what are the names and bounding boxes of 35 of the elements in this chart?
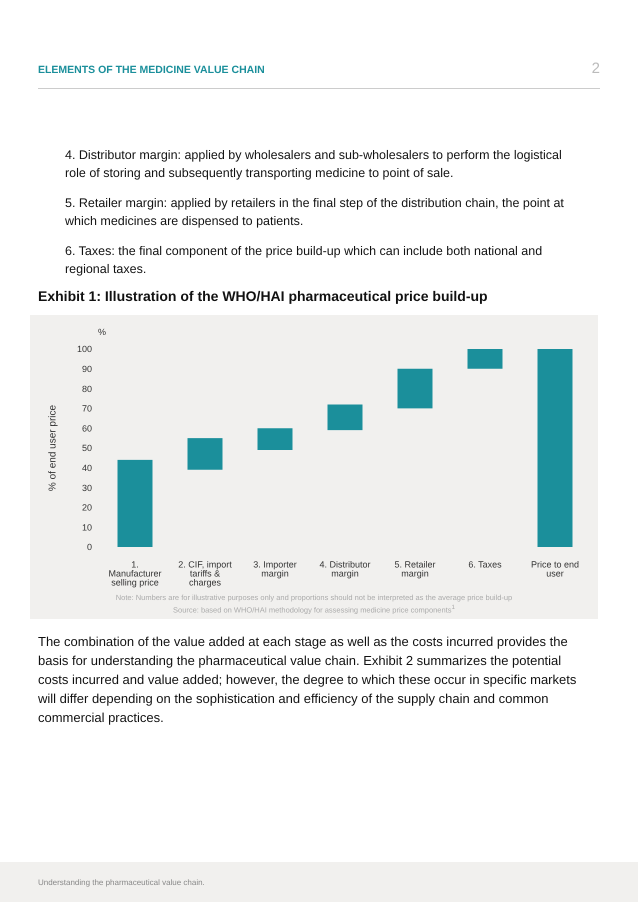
y-axis-title: % of end user price: [48, 404, 59, 492]
bar: [258, 428, 292, 450]
text: Understanding the pharmaceutical value chain.: [38, 878, 205, 887]
y-tick-label: 10: [82, 522, 92, 532]
text: 5. Retailer margin: applied by retailers in the final step of the distribution chain, the point at which medicines are dispensed to patients.: [65, 195, 565, 230]
x-tick-label: 1. Manufacturer selling price: [108, 559, 162, 588]
text: 2: [592, 60, 600, 77]
text: %: [98, 327, 106, 337]
y-tick-label: 0: [86, 542, 92, 552]
y-tick-label: 50: [82, 443, 92, 454]
x-tick-label: 4. Distributor margin: [319, 559, 371, 578]
text: ELEMENTS OF THE MEDICINE VALUE CHAIN: [38, 64, 265, 76]
y-tick-label: 80: [82, 384, 92, 394]
x-tick-label: 6. Taxes: [468, 559, 502, 570]
chart-title: Exhibit 1: Illustration of the WHO/HAI pharmaceutical price build-up: [38, 288, 488, 304]
text: 6. Taxes: the final component of the price build-up which can include both national and regional taxes.: [65, 243, 544, 278]
bar: [538, 349, 572, 547]
bar: [188, 438, 222, 470]
y-tick-label: 70: [82, 404, 92, 414]
y-tick-label: 100: [76, 344, 92, 354]
text: 4. Distributor margin: applied by wholesalers and sub-wholesalers to perform the logistical role of storing and subsequently transporting medicine to point of sale.: [65, 147, 563, 182]
bar: [398, 368, 432, 408]
y-tick-label: 90: [82, 364, 92, 374]
bar: [118, 460, 152, 547]
x-tick-label: Price to end user: [530, 559, 580, 578]
y-tick-label: 60: [82, 423, 92, 434]
y-tick-label: 30: [82, 482, 92, 493]
x-tick-label: 2. CIF, import tariffs & charges: [178, 559, 232, 588]
bar: [468, 349, 502, 369]
bar: [328, 404, 362, 430]
text: The combination of the value added at each stage as well as the costs incurred provides the basis for understanding the pharmaceutical value chain. Exhibit 2 summarizes the potential costs incurred and value added; however, the degree to which these occur in specific markets will differ depending on the sophistication and efficiency of the supply chain and common commercial practices.: [38, 633, 578, 727]
y-tick-label: 20: [82, 502, 92, 513]
y-tick-label: 40: [82, 462, 92, 473]
x-tick-label: 5. Retailer margin: [394, 559, 436, 578]
x-tick-label: 3. Importer margin: [253, 559, 297, 578]
